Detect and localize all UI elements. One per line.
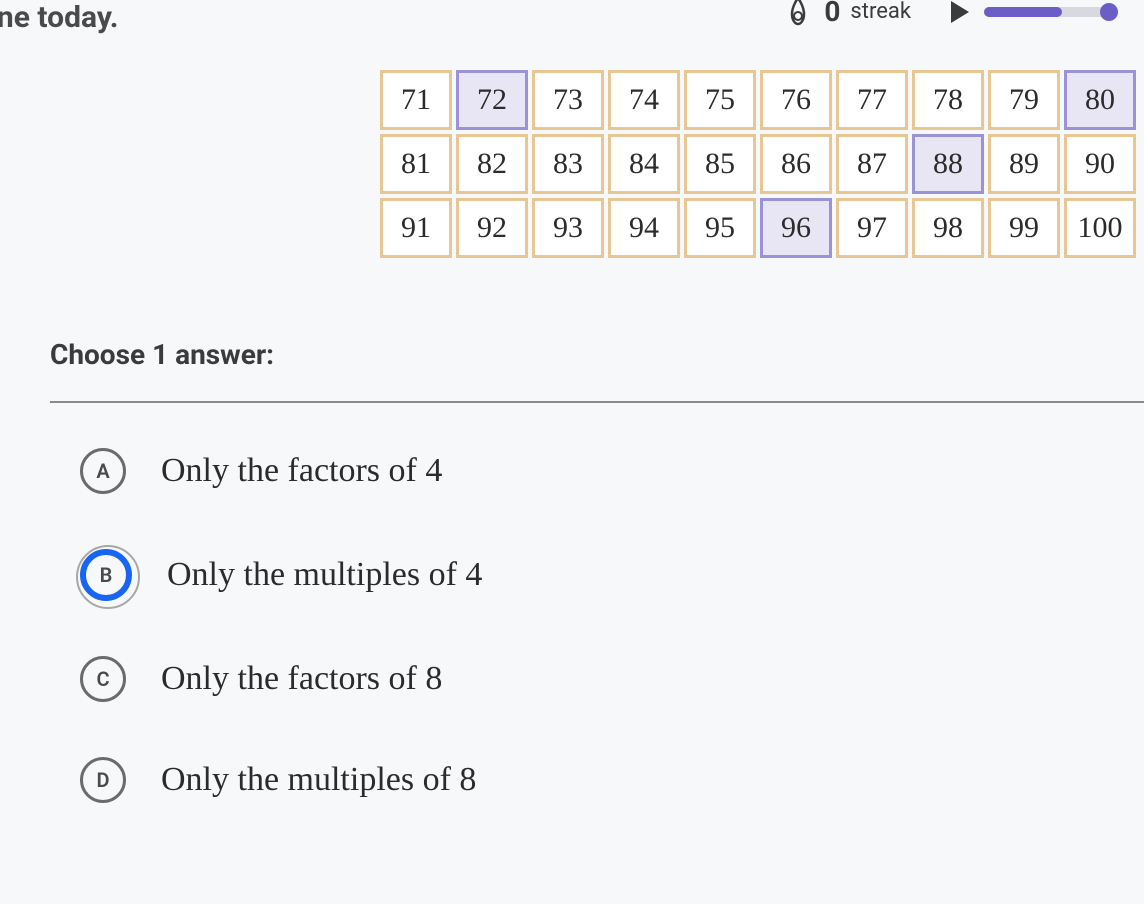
streak-label: streak xyxy=(850,0,911,24)
number-cell-76[interactable]: 76 xyxy=(760,70,832,130)
number-cell-92[interactable]: 92 xyxy=(456,198,528,258)
answer-option-d[interactable]: D Only the multiples of 8 xyxy=(80,757,1144,803)
number-cell-99[interactable]: 99 xyxy=(988,198,1060,258)
streak-icon xyxy=(782,0,814,28)
answer-option-b[interactable]: B Only the multiples of 4 xyxy=(80,549,1144,601)
play-icon[interactable] xyxy=(951,1,969,23)
number-grid: 7172737475767778798081828384858687888990… xyxy=(380,70,1144,258)
radio-a[interactable]: A xyxy=(80,448,126,494)
radio-c[interactable]: C xyxy=(80,656,126,702)
number-cell-75[interactable]: 75 xyxy=(684,70,756,130)
number-cell-98[interactable]: 98 xyxy=(912,198,984,258)
number-cell-89[interactable]: 89 xyxy=(988,134,1060,194)
number-cell-80[interactable]: 80 xyxy=(1064,70,1136,130)
answer-text-d: Only the multiples of 8 xyxy=(161,761,476,799)
progress-fill xyxy=(984,7,1062,17)
number-row: 919293949596979899100 xyxy=(380,198,1144,258)
number-cell-95[interactable]: 95 xyxy=(684,198,756,258)
number-cell-72[interactable]: 72 xyxy=(456,70,528,130)
number-cell-74[interactable]: 74 xyxy=(608,70,680,130)
number-cell-93[interactable]: 93 xyxy=(532,198,604,258)
number-cell-73[interactable]: 73 xyxy=(532,70,604,130)
number-cell-84[interactable]: 84 xyxy=(608,134,680,194)
number-cell-82[interactable]: 82 xyxy=(456,134,528,194)
number-row: 81828384858687888990 xyxy=(380,134,1144,194)
number-cell-90[interactable]: 90 xyxy=(1064,134,1136,194)
answer-option-a[interactable]: A Only the factors of 4 xyxy=(80,448,1144,494)
number-cell-85[interactable]: 85 xyxy=(684,134,756,194)
divider xyxy=(50,401,1144,403)
number-cell-77[interactable]: 77 xyxy=(836,70,908,130)
answer-list: A Only the factors of 4 B Only the multiple… xyxy=(80,448,1144,803)
number-cell-79[interactable]: 79 xyxy=(988,70,1060,130)
number-cell-91[interactable]: 91 xyxy=(380,198,452,258)
header-partial-text: one today. xyxy=(0,0,118,35)
question-section: Choose 1 answer: A Only the factors of 4 B… xyxy=(50,338,1144,803)
number-cell-94[interactable]: 94 xyxy=(608,198,680,258)
number-cell-88[interactable]: 88 xyxy=(912,134,984,194)
answer-text-b: Only the multiples of 4 xyxy=(167,556,482,594)
top-bar: one today. 0 streak xyxy=(0,0,1144,40)
number-cell-96[interactable]: 96 xyxy=(760,198,832,258)
progress-bar[interactable] xyxy=(984,7,1114,17)
number-cell-86[interactable]: 86 xyxy=(760,134,832,194)
number-row: 71727374757677787980 xyxy=(380,70,1144,130)
number-cell-71[interactable]: 71 xyxy=(380,70,452,130)
streak-count: 0 xyxy=(824,0,840,28)
number-cell-97[interactable]: 97 xyxy=(836,198,908,258)
streak-section: 0 streak xyxy=(782,0,1114,28)
radio-d[interactable]: D xyxy=(80,757,126,803)
number-cell-78[interactable]: 78 xyxy=(912,70,984,130)
answer-text-a: Only the factors of 4 xyxy=(161,452,442,490)
question-prompt: Choose 1 answer: xyxy=(50,338,1144,371)
number-cell-100[interactable]: 100 xyxy=(1064,198,1136,258)
number-cell-87[interactable]: 87 xyxy=(836,134,908,194)
number-cell-83[interactable]: 83 xyxy=(532,134,604,194)
radio-b[interactable]: B xyxy=(80,549,132,601)
progress-section xyxy=(951,1,1114,23)
number-cell-81[interactable]: 81 xyxy=(380,134,452,194)
answer-text-c: Only the factors of 8 xyxy=(161,660,442,698)
progress-knob[interactable] xyxy=(1100,3,1118,21)
answer-option-c[interactable]: C Only the factors of 8 xyxy=(80,656,1144,702)
